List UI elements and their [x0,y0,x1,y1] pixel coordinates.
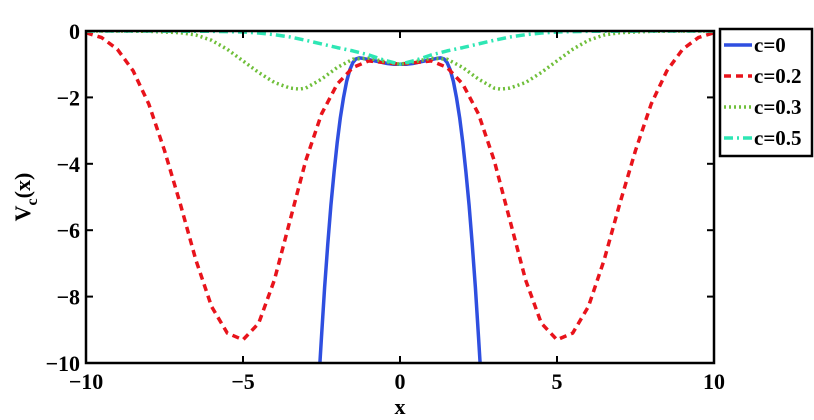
legend: c=0 c=0.2 c=0.3 c=0.5 [718,27,814,158]
plot-frame [84,29,716,365]
legend-label-c-0-2: c=0.2 [754,64,802,88]
x-axis-label: x [395,394,406,419]
legend-label-c-0-3: c=0.3 [754,95,802,119]
tick-labels: −10 −5 0 5 10 0 −2 −4 −6 −8 −10 [45,19,725,394]
series-line-c-0 [318,56,482,363]
y-tick-label: −10 [45,351,80,376]
legend-box [718,27,814,158]
y-axis-label: Vc(x) [10,173,41,222]
x-tick-label: 0 [395,369,406,394]
y-axis-label-subscript: c [24,198,41,205]
y-tick-label: −2 [56,85,80,110]
y-tick-label: −6 [56,218,80,243]
x-tick-label: −10 [69,369,104,394]
y-tick-label: −8 [56,285,80,310]
series-line-c-0-5 [86,31,714,66]
y-axis-label-main: V [10,205,35,221]
series-line-c-0-3 [86,31,714,91]
ticks [85,30,715,364]
legend-label-c-0-5: c=0.5 [754,126,802,150]
x-tick-label: 5 [552,369,563,394]
series-line-c-0-2 [86,31,714,342]
y-tick-label: 0 [69,19,80,44]
x-tick-label: 10 [703,369,725,394]
x-tick-label: −5 [231,369,255,394]
y-tick-label: −4 [56,152,80,177]
plot-lines [86,31,714,363]
y-axis-label-tail: (x) [10,173,35,199]
legend-label-c-0: c=0 [754,33,786,57]
